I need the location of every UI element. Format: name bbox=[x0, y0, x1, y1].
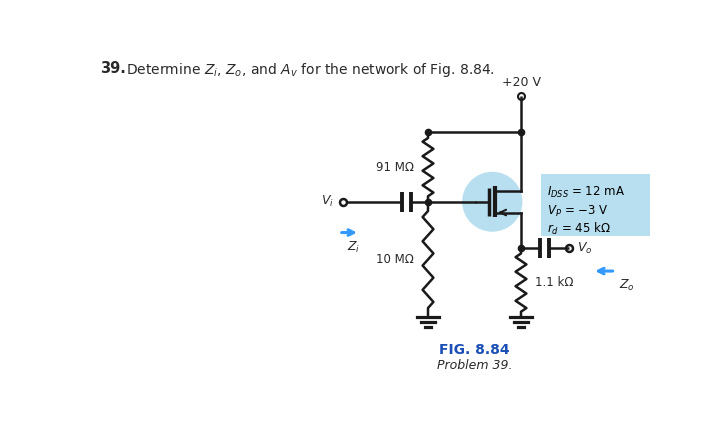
Text: $Z_o$: $Z_o$ bbox=[619, 278, 635, 293]
FancyBboxPatch shape bbox=[541, 174, 650, 236]
Text: $r_d$ = 45 kΩ: $r_d$ = 45 kΩ bbox=[547, 221, 611, 237]
Text: $I_{DSS}$ = 12 mA: $I_{DSS}$ = 12 mA bbox=[547, 185, 625, 200]
Circle shape bbox=[463, 172, 522, 231]
Text: $Z_i$: $Z_i$ bbox=[347, 240, 360, 255]
Text: 39.: 39. bbox=[100, 61, 126, 76]
Text: +20 V: +20 V bbox=[502, 76, 540, 89]
Text: $V_o$: $V_o$ bbox=[577, 240, 593, 255]
Text: 1.1 kΩ: 1.1 kΩ bbox=[535, 276, 574, 289]
Text: $V_P$ = −3 V: $V_P$ = −3 V bbox=[547, 204, 609, 219]
Text: FIG. 8.84: FIG. 8.84 bbox=[439, 344, 510, 357]
Text: Determine $Z_i$, $Z_o$, and $A_v$ for the network of Fig. 8.84.: Determine $Z_i$, $Z_o$, and $A_v$ for th… bbox=[126, 61, 494, 79]
Text: 91 MΩ: 91 MΩ bbox=[376, 160, 414, 174]
Text: Problem 39.: Problem 39. bbox=[437, 359, 513, 372]
Text: $V_i$: $V_i$ bbox=[321, 194, 334, 209]
Text: 10 MΩ: 10 MΩ bbox=[376, 253, 414, 266]
